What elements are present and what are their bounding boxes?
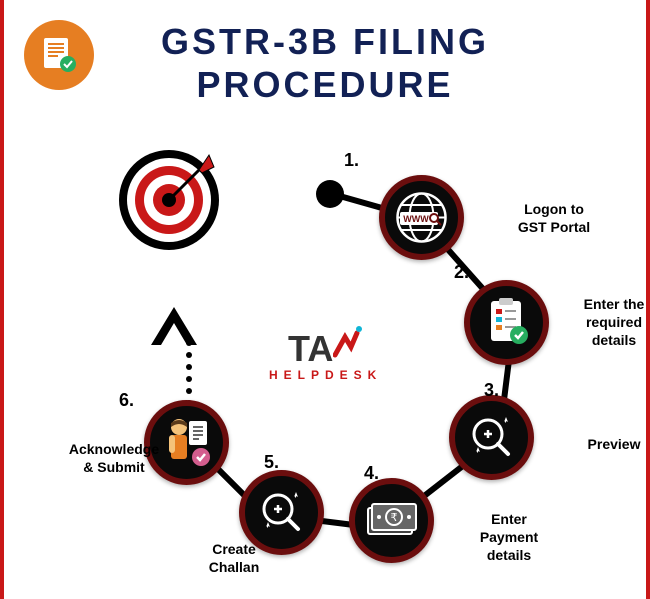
step-number-5: 5. (264, 452, 279, 473)
step-number-4: 4. (364, 463, 379, 484)
step-node-3 (449, 395, 534, 480)
step-number-2: 2. (454, 262, 469, 283)
svg-text:WWW: WWW (403, 214, 429, 224)
step-label-5: CreateChallan (179, 540, 289, 576)
step-label-1: Logon toGST Portal (499, 200, 609, 236)
step-node-2 (464, 280, 549, 365)
logo-brand-top: TA (269, 325, 382, 370)
step-number-1: 1. (344, 150, 359, 171)
logo-brand-bottom: HELPDESK (269, 368, 382, 382)
start-dot (316, 180, 344, 208)
page-title: GSTR-3B FILING PROCEDURE (4, 20, 646, 106)
step-label-4: EnterPaymentdetails (454, 510, 564, 565)
step-label-2: Enter therequireddetails (559, 295, 650, 350)
step-node-1: WWW (379, 175, 464, 260)
infographic-canvas: GSTR-3B FILING PROCEDURE TA HELPDESK (0, 0, 650, 599)
step-label-3: Preview (559, 435, 650, 453)
svg-text:₹: ₹ (390, 512, 397, 524)
step-number-3: 3. (484, 380, 499, 401)
step-label-6: Acknowledge& Submit (59, 440, 169, 476)
title-line-1: GSTR-3B FILING (4, 20, 646, 63)
target-icon (114, 145, 224, 260)
step-number-6: 6. (119, 390, 134, 411)
tax-helpdesk-logo: TA HELPDESK (269, 325, 382, 382)
step-node-4: ₹ (349, 478, 434, 563)
title-line-2: PROCEDURE (4, 63, 646, 106)
